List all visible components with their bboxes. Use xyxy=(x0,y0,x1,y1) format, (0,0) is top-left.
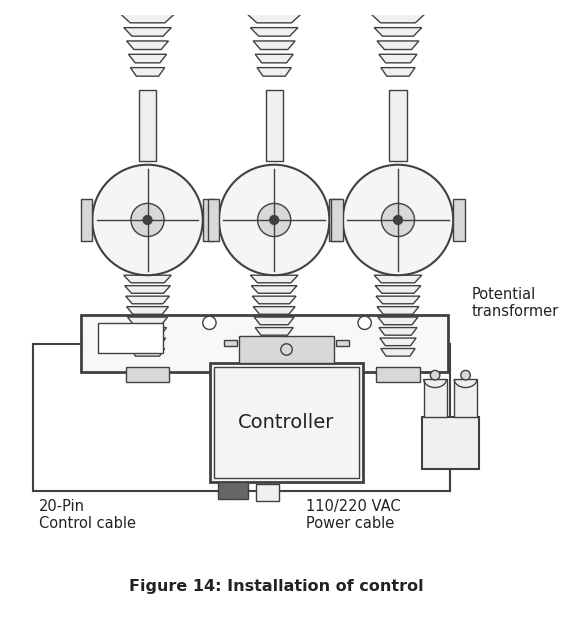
Polygon shape xyxy=(257,68,292,76)
Polygon shape xyxy=(377,41,419,50)
Polygon shape xyxy=(374,27,422,36)
Polygon shape xyxy=(126,307,168,315)
Polygon shape xyxy=(376,296,420,304)
Bar xyxy=(376,367,420,382)
Polygon shape xyxy=(129,338,166,346)
Text: Figure 14: Installation of control: Figure 14: Installation of control xyxy=(129,579,424,594)
Bar xyxy=(214,367,359,478)
Polygon shape xyxy=(244,1,304,10)
Polygon shape xyxy=(379,327,417,335)
Circle shape xyxy=(203,316,216,329)
Circle shape xyxy=(131,204,164,237)
Bar xyxy=(218,482,248,499)
Circle shape xyxy=(258,375,271,389)
Bar xyxy=(336,340,350,346)
Bar xyxy=(453,199,465,241)
Polygon shape xyxy=(247,14,301,23)
Polygon shape xyxy=(253,41,295,50)
Polygon shape xyxy=(131,348,164,356)
Polygon shape xyxy=(128,54,167,63)
Polygon shape xyxy=(254,317,294,325)
Circle shape xyxy=(93,165,203,275)
Text: 110/220 VAC
Power cable: 110/220 VAC Power cable xyxy=(305,499,400,531)
Bar xyxy=(203,199,214,241)
Bar xyxy=(454,379,477,417)
Polygon shape xyxy=(377,307,419,315)
Polygon shape xyxy=(256,338,292,346)
Circle shape xyxy=(381,204,415,237)
Bar xyxy=(389,89,407,161)
Polygon shape xyxy=(378,317,418,325)
Polygon shape xyxy=(253,307,295,315)
Bar xyxy=(424,379,447,417)
Bar xyxy=(139,89,156,161)
Bar xyxy=(208,199,219,241)
Polygon shape xyxy=(380,338,416,346)
Circle shape xyxy=(219,165,329,275)
Polygon shape xyxy=(250,275,298,283)
Bar xyxy=(81,315,448,373)
Polygon shape xyxy=(381,68,415,76)
Polygon shape xyxy=(379,54,417,63)
Polygon shape xyxy=(131,68,164,76)
Circle shape xyxy=(343,165,453,275)
Polygon shape xyxy=(375,286,421,293)
Text: Potential
transformer: Potential transformer xyxy=(472,286,558,319)
Circle shape xyxy=(461,371,470,380)
Bar xyxy=(224,340,237,346)
Polygon shape xyxy=(128,327,167,335)
Circle shape xyxy=(143,216,152,225)
Circle shape xyxy=(430,371,440,380)
Circle shape xyxy=(258,204,291,237)
Bar xyxy=(266,89,283,161)
Bar xyxy=(256,484,279,501)
Polygon shape xyxy=(250,27,298,36)
Polygon shape xyxy=(125,296,170,304)
Polygon shape xyxy=(126,41,168,50)
Bar xyxy=(331,199,343,241)
Bar xyxy=(252,367,296,382)
Polygon shape xyxy=(374,275,422,283)
Circle shape xyxy=(393,216,402,225)
Polygon shape xyxy=(121,14,174,23)
Circle shape xyxy=(270,216,278,225)
Polygon shape xyxy=(369,1,427,10)
Bar xyxy=(329,199,341,241)
Text: Controller: Controller xyxy=(239,413,335,432)
Bar xyxy=(422,417,479,470)
Polygon shape xyxy=(118,1,177,10)
Bar xyxy=(98,323,163,353)
Circle shape xyxy=(358,316,371,329)
Text: 20-Pin
Control cable: 20-Pin Control cable xyxy=(39,499,136,531)
Polygon shape xyxy=(128,317,167,325)
Polygon shape xyxy=(381,348,415,356)
Polygon shape xyxy=(371,14,424,23)
Polygon shape xyxy=(257,348,292,356)
Bar xyxy=(239,336,334,363)
Polygon shape xyxy=(124,27,171,36)
Polygon shape xyxy=(252,296,296,304)
Polygon shape xyxy=(255,54,293,63)
Polygon shape xyxy=(124,275,171,283)
Bar xyxy=(210,363,363,482)
Bar xyxy=(125,367,170,382)
Polygon shape xyxy=(125,286,170,293)
Polygon shape xyxy=(255,327,293,335)
Bar xyxy=(81,199,93,241)
Polygon shape xyxy=(251,286,297,293)
